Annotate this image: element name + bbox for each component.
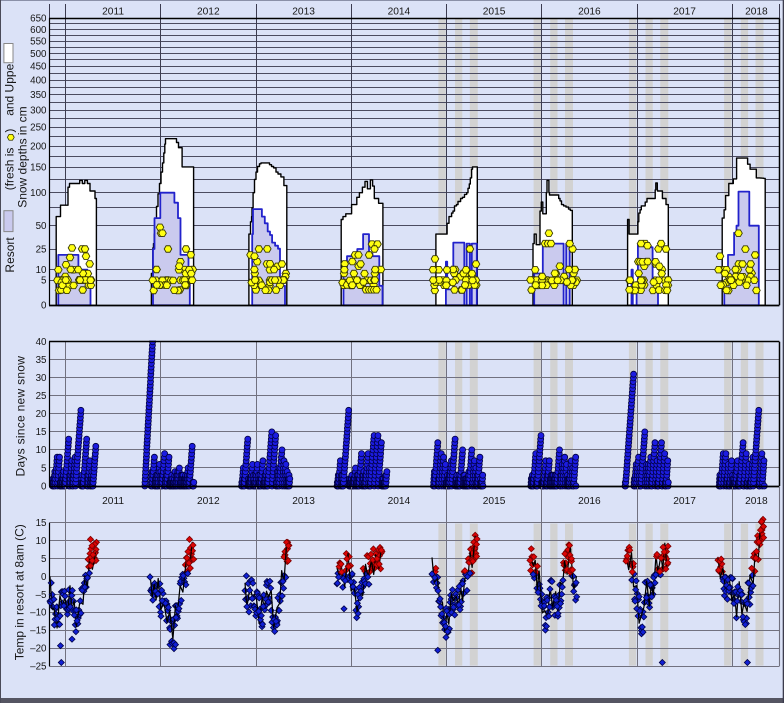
- svg-text:40: 40: [36, 337, 47, 348]
- svg-text:2015: 2015: [483, 496, 506, 507]
- svg-text:350: 350: [30, 90, 47, 101]
- svg-text:2018: 2018: [745, 7, 768, 18]
- svg-text:15: 15: [36, 518, 47, 529]
- svg-text:and Upper: and Upper: [3, 60, 17, 116]
- svg-text:2014: 2014: [388, 7, 411, 18]
- svg-text:150: 150: [30, 163, 47, 174]
- svg-text:2016: 2016: [578, 496, 601, 507]
- svg-text:5: 5: [41, 463, 47, 474]
- svg-text:Days since new snow: Days since new snow: [14, 356, 28, 477]
- svg-text:–15: –15: [30, 626, 47, 637]
- svg-text:250: 250: [30, 123, 47, 134]
- svg-text:2011: 2011: [102, 7, 124, 18]
- svg-text:): ): [3, 129, 17, 133]
- svg-text:35: 35: [36, 355, 47, 366]
- svg-text:Snow depths in cm: Snow depths in cm: [16, 106, 30, 207]
- svg-text:Temp in resort at 8am (C): Temp in resort at 8am (C): [13, 524, 27, 660]
- svg-text:50: 50: [36, 221, 47, 232]
- svg-text:–10: –10: [30, 608, 47, 619]
- svg-text:(fresh is: (fresh is: [3, 148, 17, 191]
- svg-text:0: 0: [41, 301, 47, 312]
- svg-text:2013: 2013: [292, 7, 315, 18]
- svg-text:2014: 2014: [388, 496, 411, 507]
- svg-text:–25: –25: [30, 661, 47, 672]
- svg-text:300: 300: [30, 106, 47, 117]
- svg-text:10: 10: [36, 536, 47, 547]
- svg-text:25: 25: [36, 391, 47, 402]
- svg-text:Resort: Resort: [3, 237, 17, 273]
- svg-text:2011: 2011: [102, 496, 124, 507]
- svg-text:2015: 2015: [483, 7, 506, 18]
- svg-text:20: 20: [36, 409, 47, 420]
- svg-text:100: 100: [30, 188, 47, 199]
- svg-text:10: 10: [36, 445, 47, 456]
- svg-text:2016: 2016: [578, 7, 601, 18]
- svg-text:2017: 2017: [673, 496, 696, 507]
- svg-text:5: 5: [41, 275, 47, 286]
- svg-text:200: 200: [30, 141, 47, 152]
- svg-text:2012: 2012: [197, 7, 220, 18]
- svg-text:–5: –5: [36, 590, 47, 601]
- svg-text:15: 15: [36, 427, 47, 438]
- svg-text:2012: 2012: [197, 496, 220, 507]
- svg-text:450: 450: [30, 62, 47, 73]
- svg-text:2017: 2017: [673, 7, 696, 18]
- svg-text:600: 600: [30, 25, 47, 36]
- svg-text:25: 25: [36, 244, 47, 255]
- svg-text:500: 500: [30, 49, 47, 60]
- svg-text:5: 5: [41, 554, 47, 565]
- svg-text:0: 0: [41, 481, 47, 492]
- svg-text:10: 10: [36, 265, 47, 276]
- svg-text:–20: –20: [30, 644, 47, 655]
- svg-text:0: 0: [41, 572, 47, 583]
- svg-text:2013: 2013: [292, 496, 315, 507]
- svg-text:550: 550: [30, 37, 47, 48]
- svg-text:400: 400: [30, 75, 47, 86]
- svg-text:650: 650: [30, 14, 47, 25]
- svg-text:30: 30: [36, 373, 47, 384]
- svg-text:2018: 2018: [745, 496, 768, 507]
